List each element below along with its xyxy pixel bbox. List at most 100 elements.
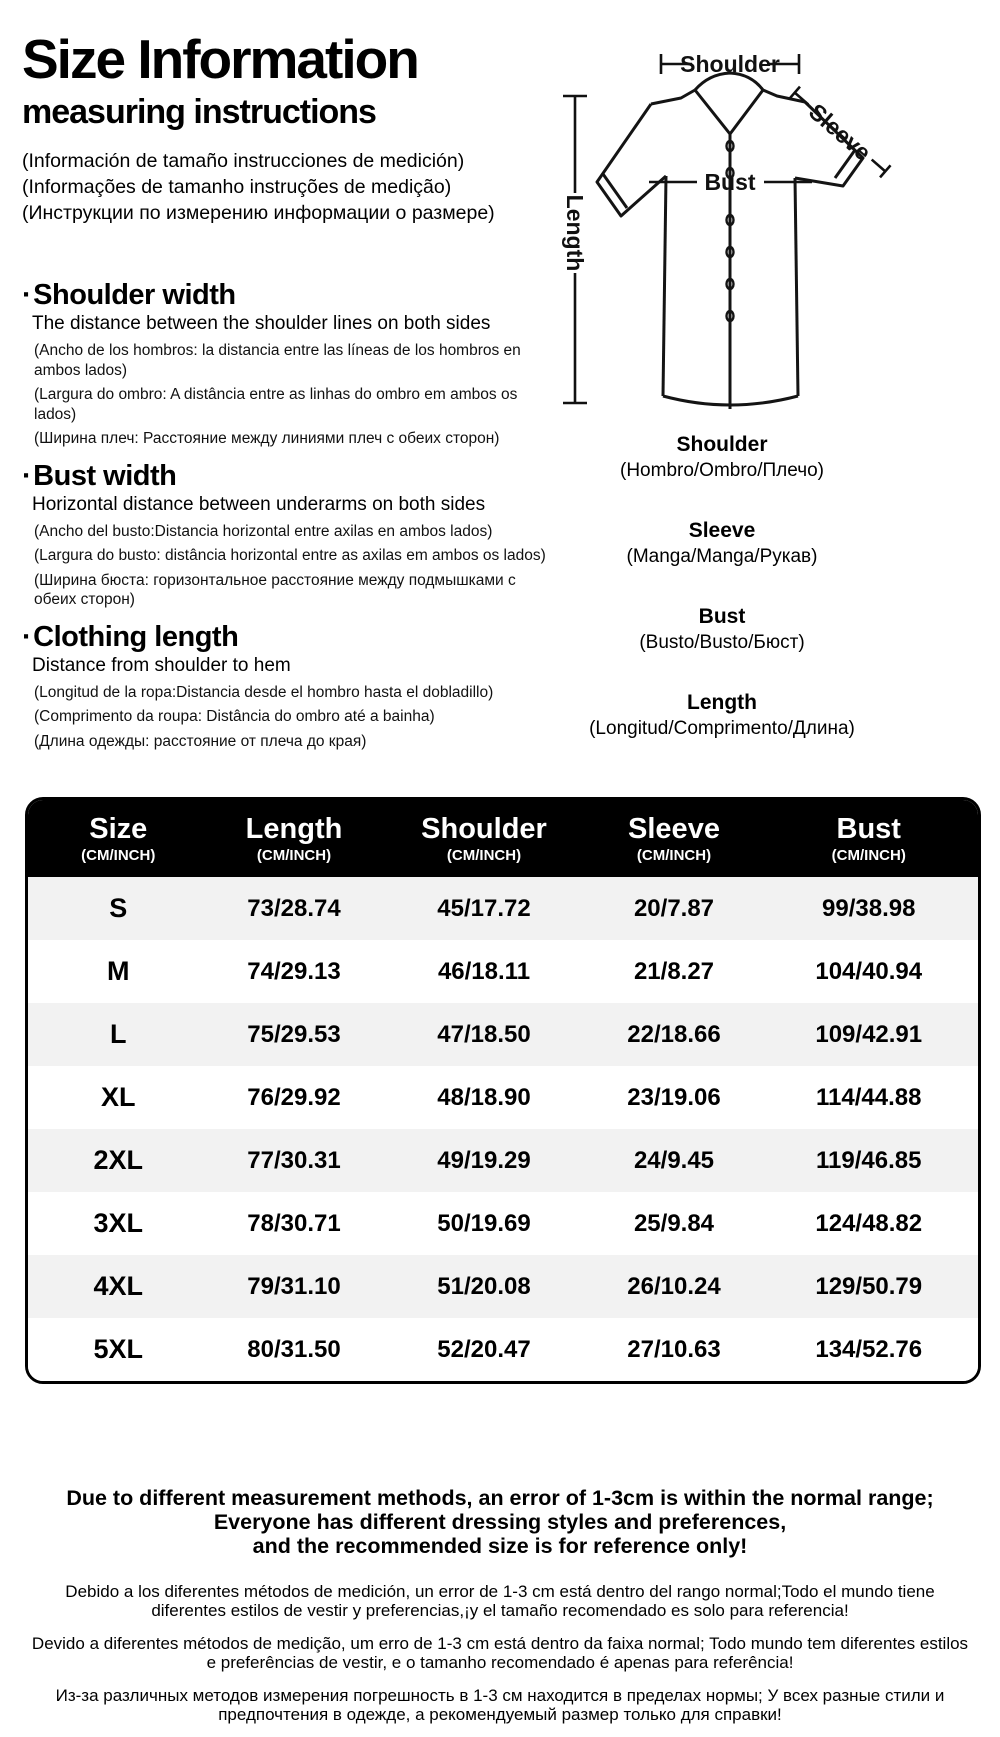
cell-bust: 134/52.76 <box>815 1335 923 1363</box>
length-label: Length <box>562 195 588 272</box>
cell-length: 80/31.50 <box>247 1335 341 1363</box>
section-translation-es: (Longitud de la ropa:Distancia desde el … <box>34 683 494 701</box>
cell-shoulder: 49/19.29 <box>437 1146 531 1174</box>
subtitle-translation-ru: (Инструкции по измерению информации о ра… <box>22 202 495 224</box>
cell-bust: 119/46.85 <box>816 1146 922 1174</box>
cell-shoulder: 50/19.69 <box>437 1209 531 1237</box>
section-translation-ru: (Ширина плеч: Расстояние между линиями п… <box>34 430 500 447</box>
section-title: Clothing length <box>33 620 239 653</box>
cell-sleeve: 20/7.87 <box>633 894 715 922</box>
legend-translation: (Manga/Manga/Рукав) <box>626 546 818 567</box>
table-row-m: M 74/29.13 46/18.11 21/8.27 104/40.94 <box>28 940 978 1003</box>
disclaimer: Due to different measurement methods, an… <box>0 1486 1000 1724</box>
column-header-sleeve: Sleeve (CM/INCH) <box>589 813 760 865</box>
subtitle-translations: (Información de tamaño instrucciones de … <box>22 148 550 226</box>
cell-shoulder: 51/20.08 <box>437 1272 531 1300</box>
column-title: Bust <box>836 813 901 845</box>
table-row-l: L 75/29.53 47/18.50 22/18.66 109/42.91 <box>28 1003 978 1066</box>
shirt-outline-icon <box>595 71 865 409</box>
legend-length: Length (Longitud/Comprimento/Длина) <box>512 690 932 742</box>
subtitle-translation-es: (Información de tamaño instrucciones de … <box>22 150 465 172</box>
section-translation-pt: (Comprimento da roupa: Distância do ombr… <box>34 708 435 725</box>
section-description: Distance from shoulder to hem <box>32 654 291 676</box>
column-title: Length <box>245 813 343 845</box>
cell-sleeve: 26/10.24 <box>627 1272 721 1300</box>
cell-sleeve: 24/9.45 <box>633 1146 715 1174</box>
cell-bust: 114/44.88 <box>816 1083 922 1111</box>
legend-bust: Bust (Busto/Busto/Бюст) <box>512 604 932 656</box>
page-subtitle: measuring instructions <box>22 93 377 131</box>
section-shoulder-width: ·Shoulder width The distance between the… <box>22 280 550 449</box>
table-row-s: S 73/28.74 45/17.72 20/7.87 99/38.98 <box>28 877 978 940</box>
section-translation-ru: (Длина одежды: расстояние от плеча до кр… <box>34 732 367 750</box>
table-row-xl: XL 76/29.92 48/18.90 23/19.06 114/44.88 <box>28 1066 978 1129</box>
sleeve-measure: Sleeve <box>788 85 892 179</box>
column-unit: (CM/INCH) <box>81 847 156 864</box>
table-row-2xl: 2XL 77/30.31 49/19.29 24/9.45 119/46.85 <box>28 1129 978 1192</box>
cell-size: L <box>110 1019 127 1049</box>
legend-term: Length <box>687 691 757 714</box>
column-unit: (CM/INCH) <box>256 847 332 864</box>
cell-size: 5XL <box>93 1334 144 1364</box>
cell-length: 78/30.71 <box>247 1209 341 1237</box>
bullet-icon: · <box>22 459 32 492</box>
legend-shoulder: Shoulder (Hombro/Ombro/Плечо) <box>512 432 932 484</box>
cell-shoulder: 48/18.90 <box>437 1083 531 1111</box>
cell-length: 75/29.53 <box>247 1020 341 1048</box>
section-heading: ·Shoulder width <box>22 280 550 310</box>
cell-length: 73/28.74 <box>247 894 341 922</box>
cell-bust: 109/42.91 <box>815 1020 923 1048</box>
cell-size: 3XL <box>93 1208 144 1238</box>
disclaimer-es: Debido a los diferentes métodos de medic… <box>65 1582 935 1620</box>
cell-sleeve: 25/9.84 <box>633 1209 715 1237</box>
cell-size: S <box>109 893 128 923</box>
legend-translation: (Busto/Busto/Бюст) <box>639 632 805 653</box>
cell-bust: 104/40.94 <box>815 957 923 985</box>
cell-size: M <box>107 956 130 986</box>
disclaimer-en-line1: Due to different measurement methods, an… <box>66 1486 934 1510</box>
length-measure <box>563 94 587 405</box>
disclaimer-en-line2: Everyone has different dressing styles a… <box>213 1510 787 1534</box>
size-table: Size (CM/INCH) Length (CM/INCH) Shoulder… <box>25 797 981 1384</box>
cell-sleeve: 22/18.66 <box>627 1020 721 1048</box>
section-translation-pt: (Largura do busto: distância horizontal … <box>34 547 546 564</box>
cell-length: 77/30.31 <box>247 1146 341 1174</box>
section-heading: ·Bust width <box>22 461 550 491</box>
cell-bust: 124/48.82 <box>815 1209 923 1237</box>
page-title: Size Information <box>22 28 420 90</box>
column-header-bust: Bust (CM/INCH) <box>760 813 979 865</box>
instructions-column: Size Information measuring instructions … <box>22 30 550 751</box>
cell-length: 76/29.92 <box>247 1083 341 1111</box>
cell-bust: 99/38.98 <box>822 894 916 922</box>
size-table-body: S 73/28.74 45/17.72 20/7.87 99/38.98 M 7… <box>28 877 978 1381</box>
legend-translation: (Longitud/Comprimento/Длина) <box>589 718 855 739</box>
cell-shoulder: 46/18.11 <box>437 957 531 985</box>
cell-sleeve: 21/8.27 <box>633 957 715 985</box>
shirt-diagram-svg: Shoulder Length <box>562 51 892 409</box>
disclaimer-pt: Devido a diferentes métodos de medição, … <box>31 1634 969 1672</box>
legend-sleeve: Sleeve (Manga/Manga/Рукав) <box>512 518 932 570</box>
cell-bust: 129/50.79 <box>815 1272 923 1300</box>
legend-term: Sleeve <box>688 519 756 542</box>
column-title: Shoulder <box>421 813 547 845</box>
size-table-header: Size (CM/INCH) Length (CM/INCH) Shoulder… <box>28 800 978 877</box>
cell-length: 79/31.10 <box>247 1272 341 1300</box>
legend-translation: (Hombro/Ombro/Плечо) <box>620 460 824 481</box>
cell-size: XL <box>100 1082 136 1112</box>
column-unit: (CM/INCH) <box>831 847 906 864</box>
table-row-4xl: 4XL 79/31.10 51/20.08 26/10.24 129/50.79 <box>28 1255 978 1318</box>
legend-term: Bust <box>698 605 746 628</box>
disclaimer-en-line3: and the recommended size is for referenc… <box>252 1534 748 1558</box>
column-header-length: Length (CM/INCH) <box>209 813 380 865</box>
legend-term: Shoulder <box>676 433 768 456</box>
column-header-size: Size (CM/INCH) <box>28 813 209 865</box>
section-clothing-length: ·Clothing length Distance from shoulder … <box>22 622 550 752</box>
shirt-diagram: Shoulder Length <box>553 28 997 418</box>
table-row-5xl: 5XL 80/31.50 52/20.47 27/10.63 134/52.76 <box>28 1318 978 1381</box>
subtitle-translation-pt: (Informações de tamanho instruções de me… <box>22 176 452 198</box>
section-title: Shoulder width <box>33 279 236 311</box>
shoulder-measure <box>659 54 801 74</box>
cell-shoulder: 52/20.47 <box>437 1335 531 1363</box>
section-translation-es: (Ancho del busto:Distancia horizontal en… <box>34 522 493 540</box>
